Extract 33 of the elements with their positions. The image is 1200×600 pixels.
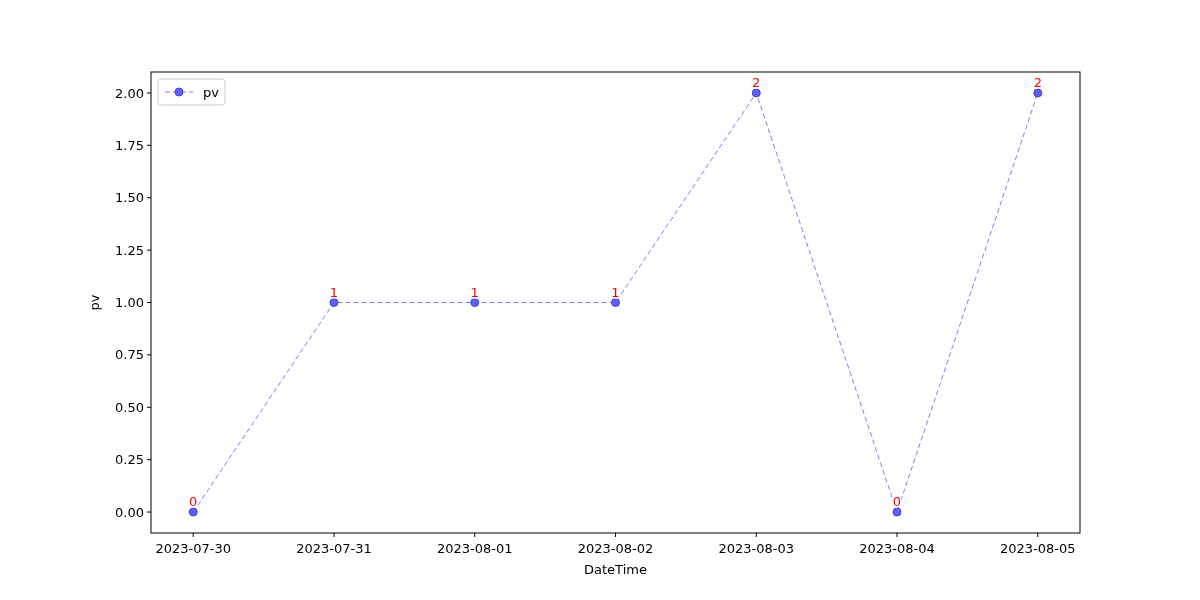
point: [470, 298, 480, 307]
y-tick-label: 2.00: [115, 85, 144, 101]
data-label: 2: [1033, 74, 1042, 90]
point: [751, 88, 761, 98]
x-tick-label: 2023-07-31: [296, 541, 372, 556]
y-tick-label: 1.25: [115, 242, 144, 258]
x-tick-label: 2023-08-03: [718, 541, 795, 556]
data-label: 1: [329, 284, 339, 300]
y-tick-label: 1.00: [115, 295, 144, 311]
x-tick-label: 2023-08-05: [999, 541, 1076, 556]
y-tick-label: 0.00: [115, 504, 144, 520]
data-label: 1: [470, 284, 479, 300]
y-tick-label: 0.25: [115, 452, 144, 468]
x-tick-label: 2023-08-02: [577, 541, 654, 556]
x-tick-label: 2023-08-04: [859, 541, 935, 556]
y-tick-label: 0.75: [115, 347, 144, 363]
y-axis-title: pv: [87, 294, 102, 311]
point: [188, 507, 198, 517]
x-tick-label: 2023-08-01: [436, 541, 513, 556]
point: [892, 507, 902, 517]
point: [329, 298, 339, 307]
point: [611, 298, 620, 307]
point: [1033, 88, 1043, 98]
legend-label: pv: [203, 84, 220, 100]
x-axis-title: DateTime: [584, 562, 647, 577]
data-label: 0: [189, 494, 198, 510]
y-tick-label: 1.50: [115, 190, 144, 206]
y-tick-label: 1.75: [115, 137, 144, 153]
data-label: 0: [892, 494, 902, 510]
data-label: 2: [752, 74, 761, 90]
y-tick-label: 0.50: [115, 399, 144, 415]
x-tick-label: 2023-07-30: [155, 541, 232, 556]
data-label: 1: [611, 284, 620, 300]
